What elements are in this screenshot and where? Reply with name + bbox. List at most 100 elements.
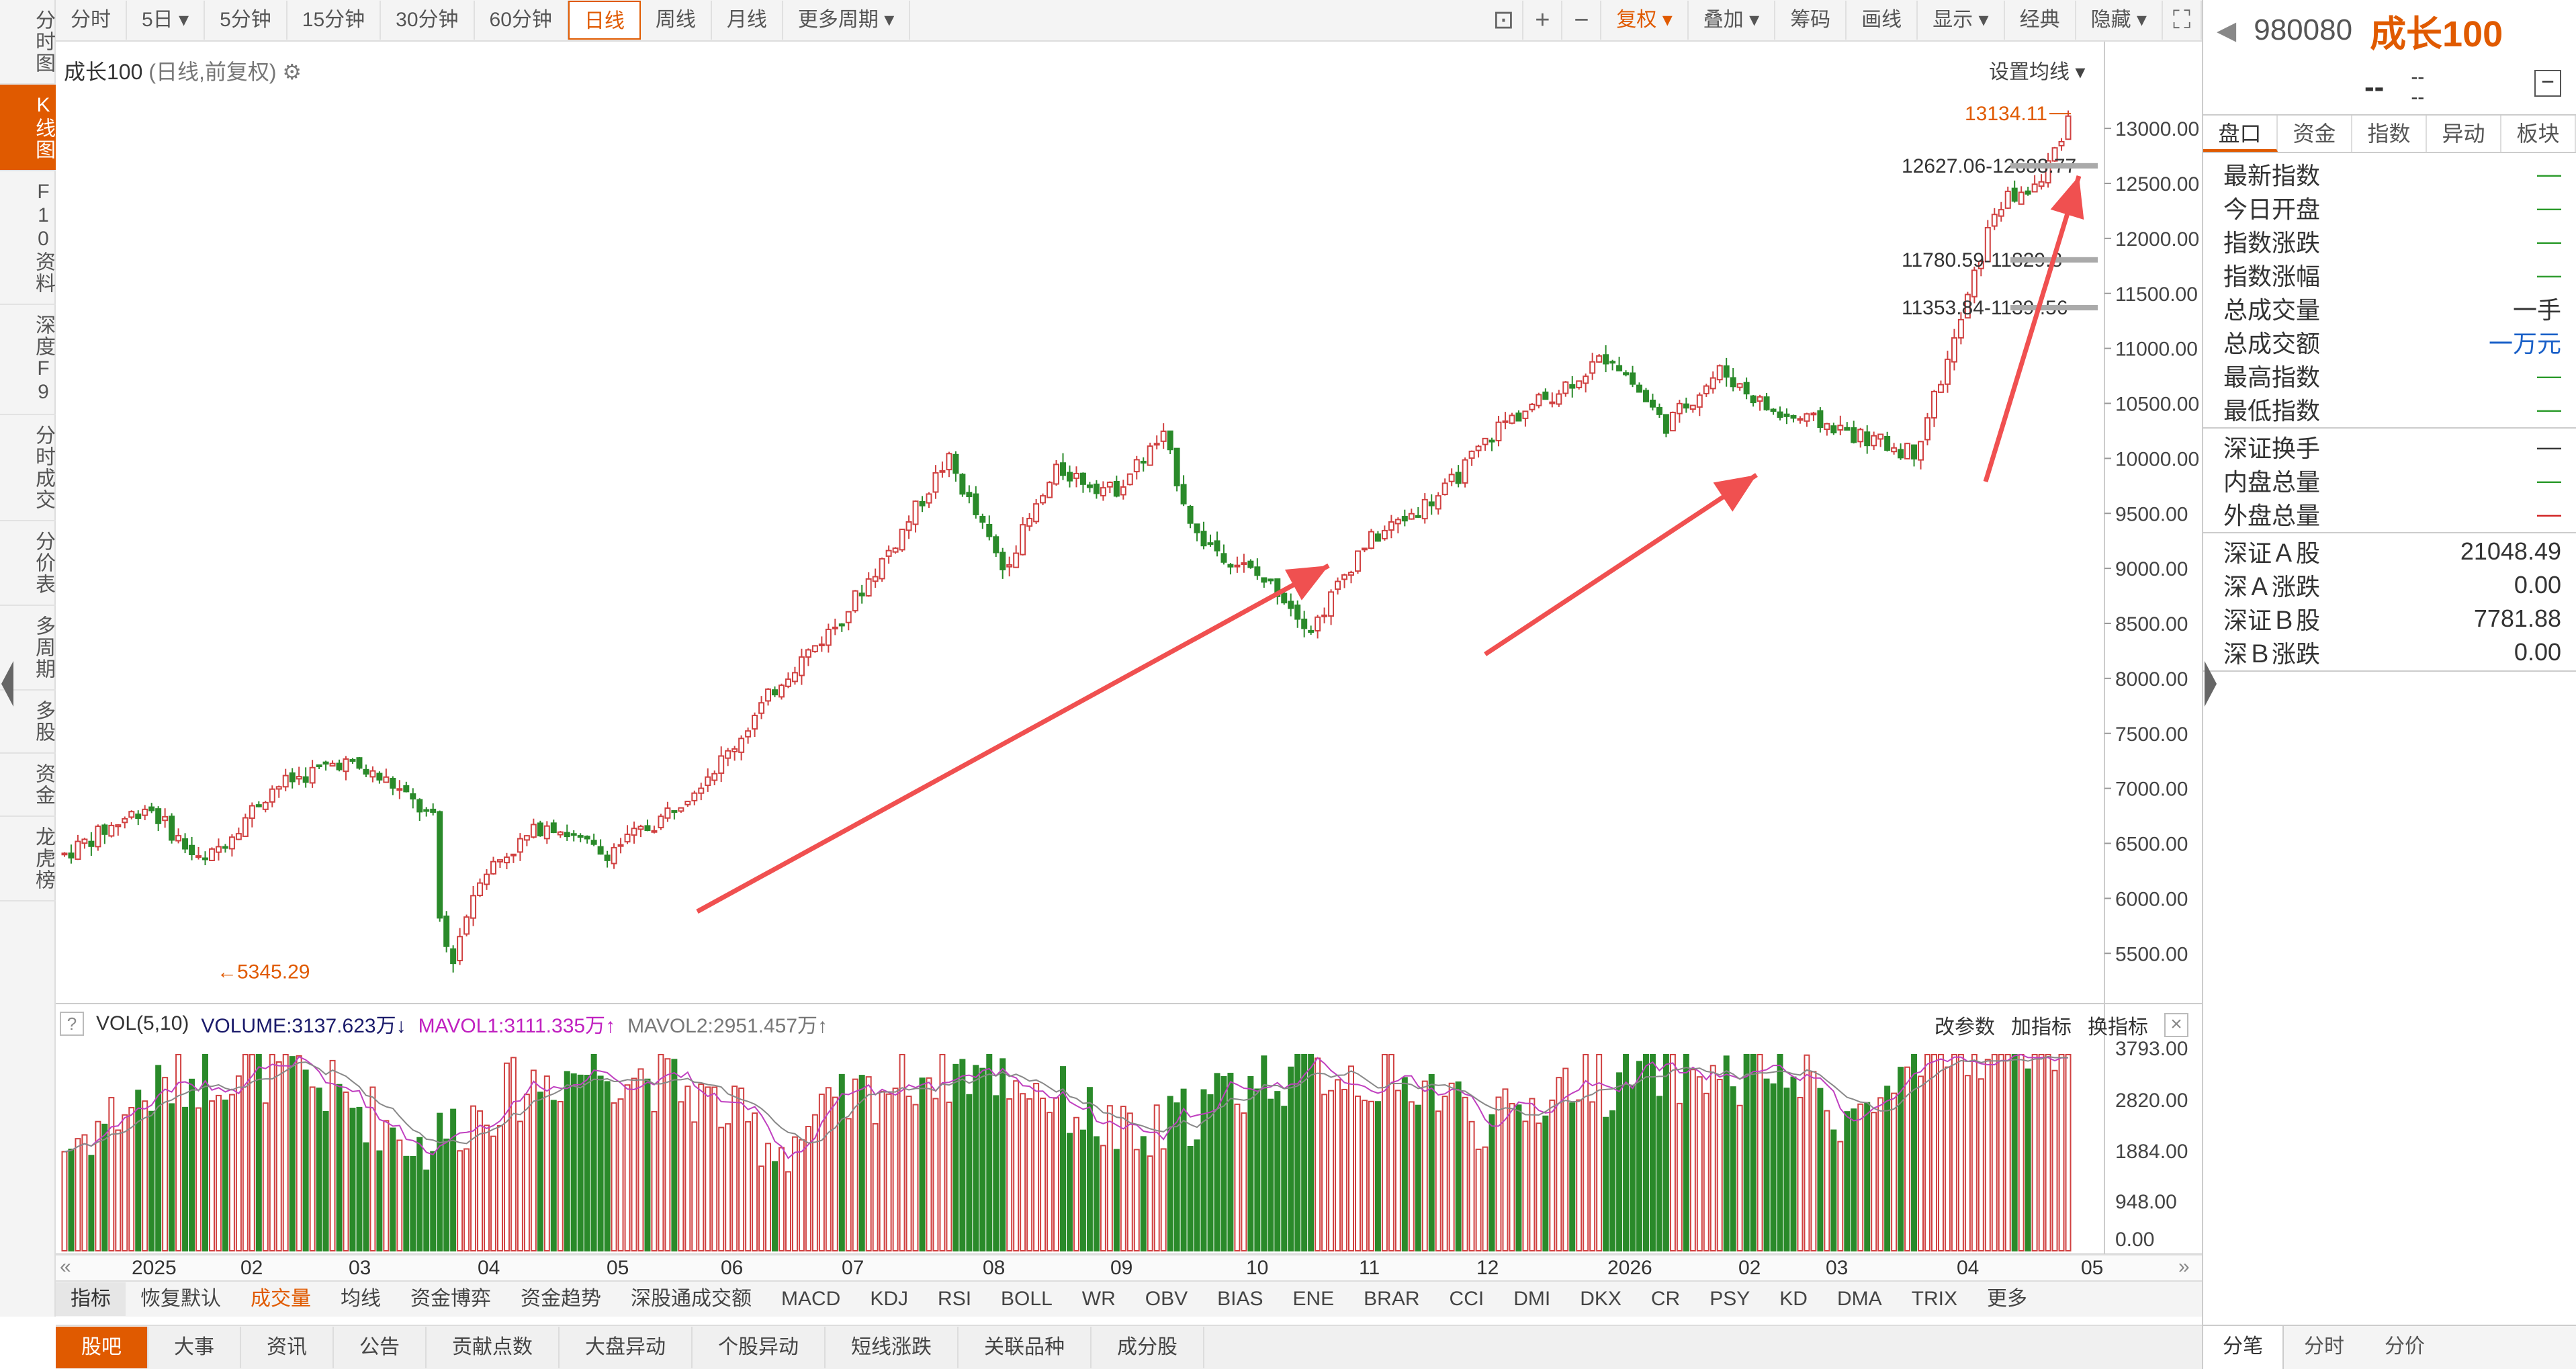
tool-button-0[interactable]: 复权 ▾ [1601, 1, 1689, 40]
bottom-tab-5[interactable]: 大盘异动 [560, 1327, 693, 1368]
indicator-tab-4[interactable]: 资金博弈 [410, 1288, 491, 1310]
nav-item-4[interactable]: 分时成交 [0, 415, 56, 521]
bottom-tab-7[interactable]: 短线涨跌 [826, 1327, 959, 1368]
indicator-tab-10[interactable]: BOLL [1001, 1288, 1053, 1310]
period-tab-6[interactable]: 日线 [568, 1, 641, 40]
candle-body [463, 916, 470, 935]
indicator-tab-1[interactable]: 恢复默认 [140, 1288, 221, 1310]
quote-tab-0[interactable]: 盘口 [2203, 116, 2278, 152]
x-tick-label: 11 [1359, 1257, 1380, 1279]
scroll-left-icon[interactable]: « [60, 1255, 71, 1278]
indicator-tab-8[interactable]: KDJ [870, 1288, 909, 1310]
gear-icon[interactable]: ⚙ [282, 60, 302, 84]
bottom-tab-8[interactable]: 关联品种 [959, 1327, 1092, 1368]
nav-item-8[interactable]: 资金 [0, 754, 56, 817]
bottom-tab-6[interactable]: 个股异动 [693, 1327, 826, 1368]
collapse-right-icon[interactable] [2205, 661, 2217, 707]
zoom-in-icon[interactable]: + [1523, 1, 1563, 40]
help-icon[interactable]: ? [60, 1012, 84, 1036]
minimize-icon[interactable]: − [2534, 70, 2561, 97]
indicator-tab-17[interactable]: DMI [1513, 1288, 1551, 1310]
collapse-left-icon[interactable] [1, 661, 13, 707]
tool-button-3[interactable]: 画线 [1847, 1, 1918, 40]
nav-item-0[interactable]: 分时图 [0, 0, 56, 85]
tool-button-4[interactable]: 显示 ▾ [1918, 1, 2005, 40]
period-tab-3[interactable]: 15分钟 [287, 1, 382, 40]
indicator-tab-11[interactable]: WR [1081, 1288, 1116, 1310]
quote-panel: ◀ 980080 成长100 -- -- -- − 盘口 资金 指数 异动 板块 最新指… [2202, 0, 2576, 1369]
period-tab-0[interactable]: 分时 [56, 1, 127, 40]
indicator-tab-21[interactable]: KD [1779, 1288, 1808, 1310]
kline-chart[interactable]: 13000.00 12500.00 12000.00 11500.00 11000.00… [56, 42, 2202, 1254]
close-icon[interactable]: × [2164, 1013, 2188, 1037]
volume-bar [1020, 1093, 1026, 1251]
nav-item-2[interactable]: F10资料 [0, 171, 56, 305]
volume-bar [624, 1084, 631, 1251]
candle-body [2051, 147, 2058, 162]
indicator-tab-18[interactable]: DKX [1580, 1288, 1622, 1310]
volume-bar [1817, 1088, 1824, 1252]
bottom-tab-4[interactable]: 贡献点数 [427, 1327, 560, 1368]
chevron-left-icon[interactable]: ◀ [2217, 16, 2237, 45]
quote-tab-1[interactable]: 资金 [2278, 116, 2352, 152]
period-tab-4[interactable]: 30分钟 [381, 1, 475, 40]
nav-item-1[interactable]: K线图 [0, 85, 56, 171]
bottom-tab-3[interactable]: 公告 [334, 1327, 427, 1368]
tool-button-2[interactable]: 筹码 [1775, 1, 1847, 40]
indicator-tab-3[interactable]: 均线 [341, 1288, 381, 1310]
period-tab-2[interactable]: 5分钟 [205, 1, 287, 40]
candle-body [530, 824, 537, 838]
quote-tab-3[interactable]: 异动 [2427, 116, 2501, 152]
zoom-out-icon[interactable]: − [1562, 1, 1602, 40]
add-indicator-button[interactable]: 加指标 [2011, 1016, 2072, 1039]
edit-params-button[interactable]: 改参数 [1935, 1016, 1995, 1039]
nav-item-9[interactable]: 龙虎榜 [0, 817, 56, 901]
period-tab-7[interactable]: 周线 [641, 1, 712, 40]
indicator-tab-2[interactable]: 成交量 [251, 1288, 311, 1310]
indicator-tab-23[interactable]: TRIX [1911, 1288, 1957, 1310]
fullscreen-icon[interactable]: ⛶ [2163, 1, 2202, 40]
change-indicator-button[interactable]: 换指标 [2088, 1016, 2148, 1039]
indicator-tab-24[interactable]: 更多 [1986, 1288, 2027, 1310]
indicator-tab-7[interactable]: MACD [781, 1288, 841, 1310]
bottom-tab-1[interactable]: 大事 [148, 1327, 241, 1368]
indicator-tab-13[interactable]: BIAS [1217, 1288, 1263, 1310]
quote-row-value: 一万元 [2488, 330, 2561, 357]
tool-button-5[interactable]: 经典 [2005, 1, 2076, 40]
indicator-tab-19[interactable]: CR [1650, 1288, 1681, 1310]
quote-tab-2[interactable]: 指数 [2352, 116, 2427, 152]
indicator-tab-12[interactable]: OBV [1145, 1288, 1188, 1310]
nav-item-7[interactable]: 多股 [0, 691, 56, 754]
indicator-tab-6[interactable]: 深股通成交额 [631, 1288, 752, 1310]
nav-item-3[interactable]: 深度F9 [0, 305, 56, 415]
bottom-tab-0[interactable]: 股吧 [56, 1327, 148, 1368]
volume-bar [1998, 1054, 2004, 1251]
candle-body [912, 500, 919, 525]
period-tab-9[interactable]: 更多周期 ▾ [783, 1, 911, 40]
period-tab-5[interactable]: 60分钟 [475, 1, 568, 40]
indicator-tab-14[interactable]: ENE [1292, 1288, 1335, 1310]
volume-bar [1133, 1149, 1140, 1251]
scroll-right-icon[interactable]: » [2178, 1255, 2190, 1278]
quote-bottom-tab-1[interactable]: 分时 [2304, 1335, 2344, 1358]
indicator-tab-16[interactable]: CCI [1449, 1288, 1484, 1310]
indicator-tab-20[interactable]: PSY [1709, 1288, 1750, 1310]
bottom-tab-2[interactable]: 资讯 [241, 1327, 334, 1368]
indicator-tab-5[interactable]: 资金趋势 [521, 1288, 601, 1310]
lock-icon[interactable]: ⊡ [1484, 1, 1524, 40]
nav-item-6[interactable]: 多周期 [0, 606, 56, 691]
indicator-tab-9[interactable]: RSI [938, 1288, 972, 1310]
nav-item-5[interactable]: 分价表 [0, 521, 56, 606]
period-tab-1[interactable]: 5日 ▾ [127, 1, 206, 40]
period-tab-8[interactable]: 月线 [712, 1, 783, 40]
indicator-tab-15[interactable]: BRAR [1364, 1288, 1420, 1310]
bottom-tab-9[interactable]: 成分股 [1092, 1327, 1204, 1368]
indicator-tab-22[interactable]: DMA [1836, 1288, 1882, 1310]
quote-bottom-tab-2[interactable]: 分价 [2385, 1335, 2425, 1358]
quote-bottom-tab-0[interactable]: 分笔 [2203, 1326, 2284, 1369]
quote-tab-4[interactable]: 板块 [2501, 116, 2576, 152]
set-ma-button[interactable]: 设置均线 ▾ [1989, 61, 2086, 83]
volume-bar [1033, 1083, 1040, 1252]
tool-button-1[interactable]: 叠加 ▾ [1689, 1, 1776, 40]
tool-button-6[interactable]: 隐藏 ▾ [2076, 1, 2163, 40]
